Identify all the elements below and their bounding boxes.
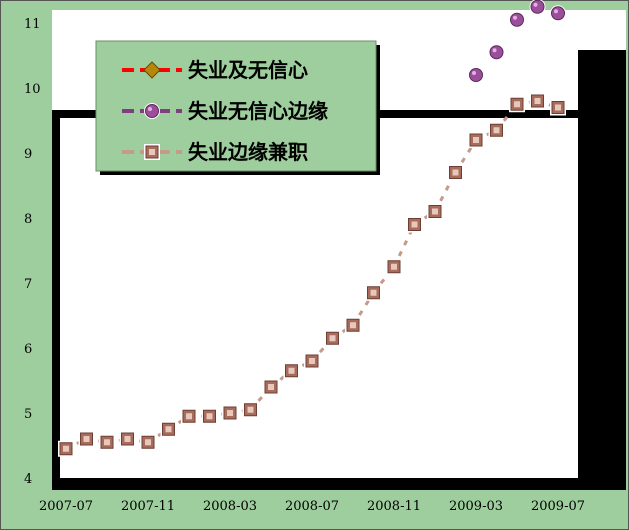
x-tick-label: 2009-07 — [531, 499, 585, 514]
series3-point-highlight — [514, 101, 520, 108]
series3-point-highlight — [473, 137, 479, 143]
series3-point-highlight — [329, 335, 336, 342]
series3-point-highlight — [63, 445, 69, 452]
series3-point-highlight — [124, 436, 131, 442]
legend-marker — [143, 61, 161, 79]
legend-marker-highlight — [149, 149, 155, 155]
series3-point-highlight — [83, 436, 90, 442]
y-tick-label: 5 — [24, 407, 32, 422]
series2-point-highlight — [554, 9, 558, 14]
series2-point-highlight — [533, 2, 538, 7]
series3-point-highlight — [432, 208, 438, 215]
legend-label: 失业及无信心 — [188, 58, 308, 82]
series2-point — [530, 0, 545, 14]
x-tick-label: 2007-07 — [39, 499, 93, 514]
series3-point-highlight — [247, 406, 254, 413]
series3-point-highlight — [309, 358, 315, 364]
series3-point-highlight — [145, 439, 151, 446]
y-tick-label: 6 — [24, 342, 32, 357]
series3-point-highlight — [165, 426, 172, 433]
y-tick-label: 11 — [24, 17, 41, 32]
x-tick-label: 2008-11 — [367, 499, 421, 514]
series3-point-highlight — [555, 104, 561, 111]
legend-label: 失业边缘兼职 — [188, 140, 308, 164]
series2-point-highlight — [472, 71, 476, 75]
dark-region-bottom — [52, 478, 626, 490]
series2-point — [469, 68, 483, 82]
y-tick-label: 10 — [24, 82, 41, 97]
x-tick-label: 2009-03 — [449, 499, 503, 514]
series2-point-highlight — [492, 48, 497, 53]
series3-point-highlight — [391, 263, 397, 270]
legend-marker — [145, 104, 159, 118]
y-tick-label: 4 — [24, 472, 32, 487]
series3-point-highlight — [104, 439, 110, 446]
series3-point-highlight — [227, 410, 233, 416]
series3-point-highlight — [350, 322, 356, 329]
legend-label: 失业无信心边缘 — [188, 99, 328, 123]
series3-point-highlight — [370, 289, 377, 296]
series3-point-highlight — [452, 169, 459, 176]
x-tick-label: 2008-03 — [203, 499, 257, 514]
legend-marker-highlight — [148, 107, 152, 111]
series2-point — [510, 12, 524, 27]
series2-point-highlight — [513, 15, 517, 20]
series3-point-highlight — [288, 367, 295, 374]
series3-point-highlight — [206, 413, 213, 420]
y-tick-label: 7 — [24, 277, 32, 292]
series2-point — [489, 45, 504, 60]
x-axis-ticks: 2007-07 2007-11 2008-03 2008-07 2008-11 2009-… — [39, 499, 585, 514]
dark-region-left — [52, 110, 60, 490]
x-tick-label: 2008-07 — [285, 499, 339, 514]
series3-point-highlight — [534, 98, 541, 104]
y-tick-label: 9 — [24, 147, 32, 162]
series3-point-highlight — [186, 413, 192, 420]
x-tick-label: 2007-11 — [121, 499, 175, 514]
series2-point — [551, 6, 565, 21]
series3-point-highlight — [268, 384, 274, 390]
series-layer — [58, 0, 566, 457]
series3-point-highlight — [411, 221, 418, 228]
dark-region-right — [578, 50, 626, 490]
y-axis-ticks: 4 5 6 7 8 9 10 11 — [24, 17, 41, 487]
series3-point-highlight — [493, 127, 500, 134]
legend-box — [95, 40, 377, 172]
y-tick-label: 8 — [24, 212, 32, 227]
